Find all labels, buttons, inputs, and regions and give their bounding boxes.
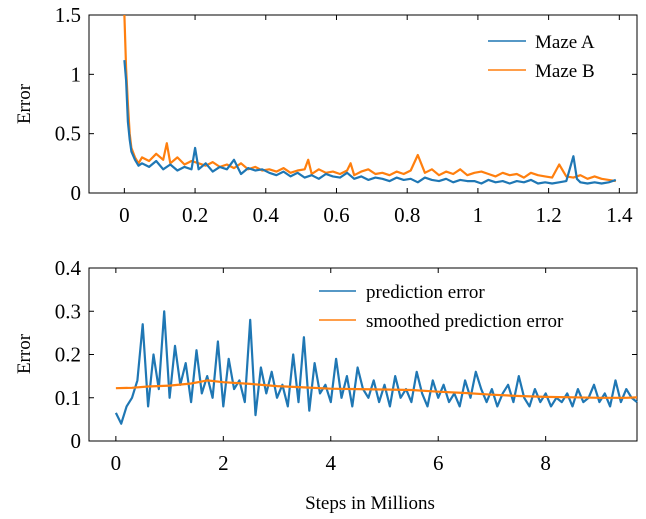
- series-line-maze-a: [123, 60, 617, 185]
- y-tick-label: 0.2: [55, 343, 81, 367]
- x-tick-label: 4: [326, 451, 337, 475]
- legend: prediction error smoothed prediction err…: [319, 282, 564, 332]
- x-ticks: 0 0.2 0.4 0.6 0.8 1 1.2 1.4: [119, 15, 633, 227]
- chart-prediction-error: 0 2 4 6 8 0 0.1 0.2 0.3 0.4 Error Steps in Milli…: [14, 256, 638, 514]
- x-tick-label: 8: [540, 451, 551, 475]
- x-tick-label: 1.2: [535, 203, 561, 227]
- legend-label-maze-b: Maze B: [535, 61, 595, 82]
- x-axis-label: Steps in Millions: [305, 493, 435, 514]
- x-tick-label: 1: [473, 203, 484, 227]
- x-tick-label: 0.2: [182, 203, 208, 227]
- series-lines: [114, 310, 638, 425]
- y-axis-label: Error: [14, 83, 35, 124]
- x-tick-label: 2: [218, 451, 229, 475]
- y-tick-label: 0: [71, 429, 82, 453]
- x-tick-label: 0: [119, 203, 130, 227]
- plot-frame: [88, 14, 638, 194]
- legend-label-maze-a: Maze A: [535, 32, 595, 53]
- y-ticks: 0 0.5 1 1.5: [55, 3, 637, 205]
- series-lines: [123, 14, 617, 185]
- x-ticks: 0 2 4 6 8: [111, 268, 551, 475]
- y-tick-label: 0.3: [55, 299, 81, 323]
- y-tick-label: 0.5: [55, 122, 81, 146]
- y-tick-label: 0.4: [55, 256, 82, 280]
- legend-label-smoothed-prediction-error: smoothed prediction error: [366, 311, 564, 332]
- x-tick-label: 0.6: [323, 203, 349, 227]
- plot-frame: [88, 267, 638, 442]
- x-tick-label: 0.4: [253, 203, 280, 227]
- series-line-maze-b: [123, 14, 616, 183]
- x-tick-label: 1.4: [606, 203, 633, 227]
- chart-maze-error: 0 0.2 0.4 0.6 0.8 1 1.2 1.4 0 0.5 1 1.5 Error Maze…: [14, 3, 638, 227]
- series-line-smoothed-prediction-error: [115, 379, 638, 399]
- y-ticks: 0 0.1 0.2 0.3 0.4: [55, 256, 637, 453]
- y-tick-label: 0.1: [55, 386, 81, 410]
- y-tick-label: 1.5: [55, 3, 81, 27]
- series-line-prediction-error: [114, 310, 638, 425]
- y-axis-label: Error: [14, 333, 35, 374]
- y-tick-label: 0: [71, 181, 82, 205]
- x-tick-label: 6: [433, 451, 444, 475]
- x-tick-label: 0.8: [394, 203, 420, 227]
- y-tick-label: 1: [71, 62, 82, 86]
- x-tick-label: 0: [111, 451, 122, 475]
- legend-label-prediction-error: prediction error: [366, 282, 485, 303]
- legend: Maze A Maze B: [488, 32, 595, 82]
